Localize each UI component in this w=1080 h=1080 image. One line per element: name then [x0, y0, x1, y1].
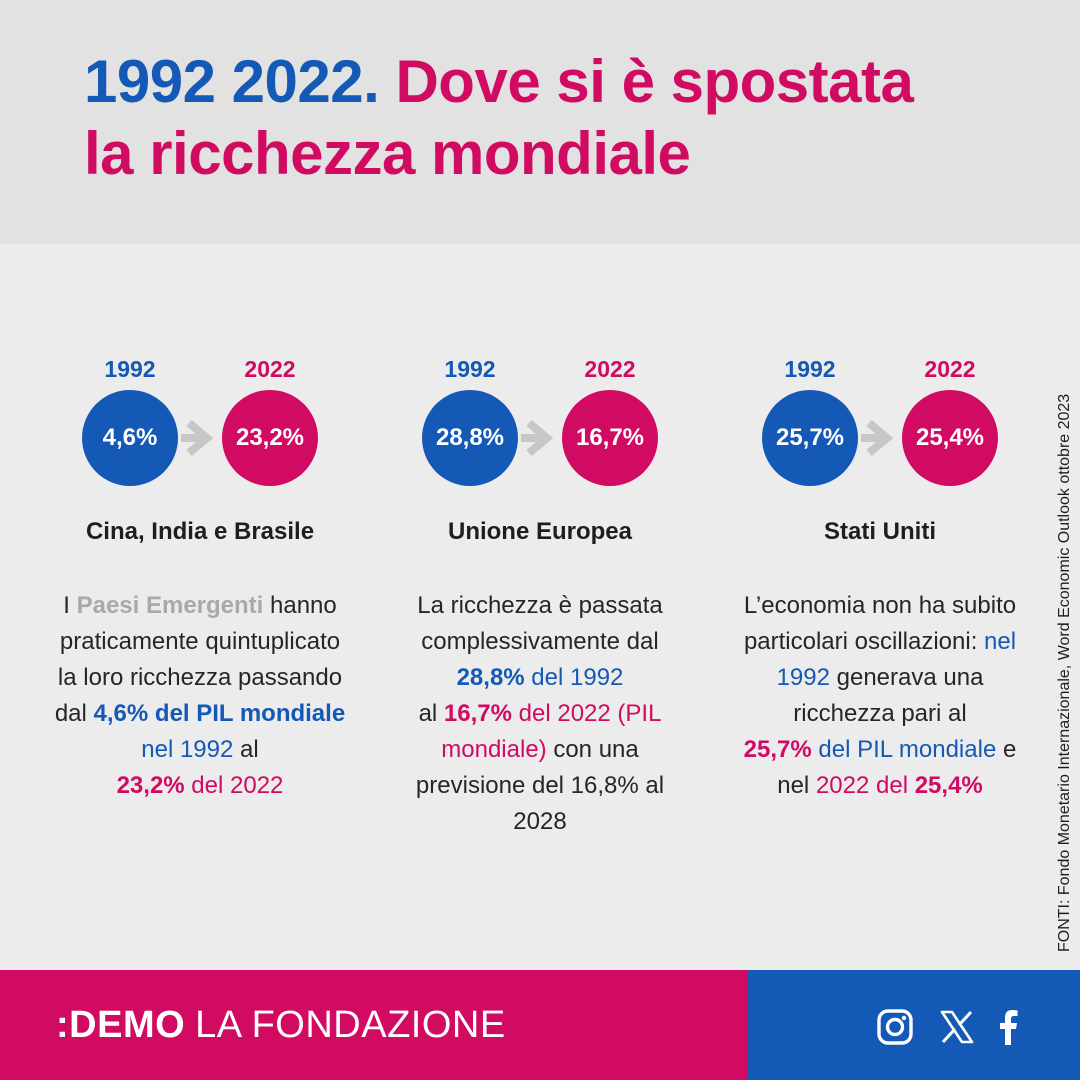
column-description: La ricchezza è passata complessivamente … [390, 588, 690, 840]
logo-brand: :DEMO [56, 1004, 186, 1046]
text-part: del 1992 [524, 664, 624, 691]
text-part: L’economia non ha subito particolari osc… [743, 592, 1017, 655]
value-from-circle: 25,7% [762, 390, 858, 486]
value-from-circle: 28,8% [422, 390, 518, 486]
page-title: 1992 2022. Dove si è spostata la ricchez… [84, 46, 1044, 190]
arrow-right-icon [181, 419, 214, 457]
value-to-circle: 25,4% [902, 390, 998, 486]
year-to: 2022 [924, 356, 976, 382]
column-label: Cina, India e Brasile [85, 518, 315, 545]
facebook-icon[interactable] [990, 1008, 1028, 1046]
text-part: al [233, 736, 259, 763]
text-part: I [63, 592, 77, 619]
footer-brand-bar: :DEMO LA FONDAZIONE [0, 970, 748, 1080]
arrow-right-icon [521, 419, 554, 457]
text-part: 2022 del [815, 772, 915, 799]
text-highlight: Paesi Emergenti [76, 592, 264, 619]
year-to: 2022 [584, 356, 636, 382]
text-highlight: 4,6% del PIL mondiale [93, 700, 346, 727]
column-label: Stati Uniti [824, 518, 936, 545]
x-icon[interactable] [938, 1008, 976, 1046]
value-to-circle: 23,2% [222, 390, 318, 486]
text-part: e nel [777, 736, 1017, 799]
text-part: hanno praticamente quintuplicato la loro… [54, 592, 343, 727]
text-part: del 2022 [184, 772, 284, 799]
text-highlight: nel 1992 [776, 628, 1017, 691]
column-description: I Paesi Emergenti hanno praticamente qui… [50, 588, 350, 804]
value-to-circle: 16,7% [562, 390, 658, 486]
text-part: del 2022 (PIL mondiale) [441, 700, 662, 763]
text-highlight: 23,2% [116, 772, 185, 799]
text-part: con una previsione del 16,8% al 2028 [415, 736, 665, 835]
text-part: La ricchezza è passata complessivamente … [417, 592, 663, 655]
text-part: al [418, 700, 444, 727]
value-from-circle: 4,6% [82, 390, 178, 486]
year-to: 2022 [244, 356, 296, 382]
title-line-1: Dove si è spostata [395, 48, 914, 115]
text-part: del PIL mondiale [811, 736, 997, 763]
text-highlight: 16,7% [443, 700, 512, 727]
text-highlight: 28,8% [456, 664, 525, 691]
year-from: 1992 [444, 356, 496, 382]
text-highlight: 25,7% [743, 736, 812, 763]
footer-social-bar [748, 970, 1080, 1080]
instagram-icon[interactable] [876, 1008, 914, 1046]
demo-logo[interactable]: :DEMO LA FONDAZIONE [56, 1002, 506, 1048]
column-description: L’economia non ha subito particolari osc… [730, 588, 1030, 804]
source-note: FONTI: Fondo Monetario Internazionale, W… [1056, 393, 1073, 952]
title-line-2: la ricchezza mondiale [84, 120, 691, 187]
header-band: 1992 2022. Dove si è spostata la ricchez… [0, 0, 1080, 244]
text-part: nel 1992 [141, 736, 234, 763]
arrow-right-icon [861, 419, 894, 457]
year-from: 1992 [784, 356, 836, 382]
text-part: generava una ricchezza pari al [793, 664, 984, 727]
title-years: 1992 2022. [84, 48, 380, 115]
column-label: Unione Europea [447, 518, 633, 545]
text-highlight: 25,4% [914, 772, 983, 799]
logo-subtitle: LA FONDAZIONE [195, 1004, 506, 1046]
year-from: 1992 [104, 356, 156, 382]
